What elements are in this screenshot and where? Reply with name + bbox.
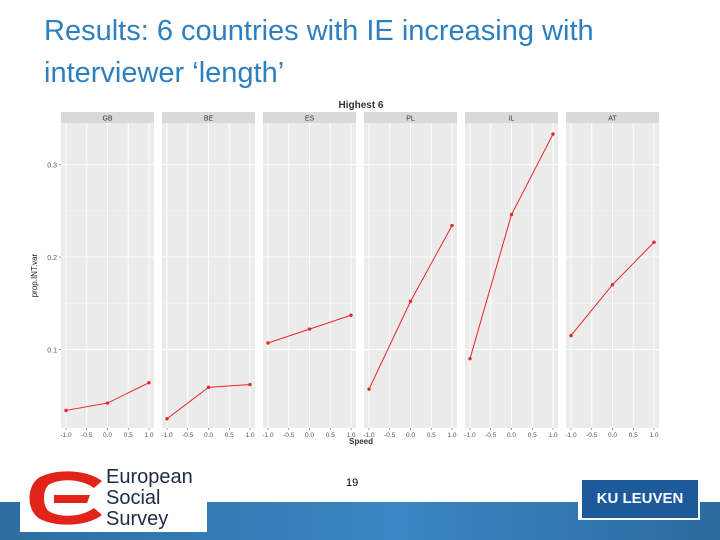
x-tick-label: 0.5 [124,432,133,439]
x-tick-label: 0.0 [204,432,213,439]
facet-strip [162,112,255,123]
x-tick-label: 1.0 [346,432,355,439]
facet-label: BE [204,116,214,123]
y-tick-label: 0.1 [47,347,57,354]
data-point [652,240,656,244]
page-number: 19 [346,477,359,489]
slide-title: Results: 6 countries with IE increasing … [44,15,594,89]
x-tick-label: 0.5 [326,432,335,439]
facet-strip [364,112,457,123]
facet-label: GB [102,116,112,123]
data-point [569,333,573,338]
ess-logo-line-2: Social [106,487,161,509]
facet-strip [263,112,356,123]
x-tick-label: 0.5 [629,432,638,439]
data-point [468,356,472,361]
facet-label: IL [509,116,515,123]
x-tick-label: -1.0 [464,432,476,439]
facet-strip [566,112,659,123]
facet-label: ES [305,116,315,123]
data-point [147,381,151,385]
x-axis-label: Speed [349,437,373,446]
x-tick-label: -0.5 [485,432,497,439]
facet-label: PL [406,116,415,123]
data-point [206,385,211,390]
facet-strip [61,112,154,123]
ess-emblem-icon [29,471,102,525]
data-point [551,132,555,136]
ku-leuven-logo: KU LEUVEN [578,476,700,520]
data-point [367,387,371,391]
x-tick-label: 1.0 [144,432,153,439]
data-point [307,327,312,331]
x-tick-label: -0.5 [384,432,396,439]
x-tick-label: 1.0 [548,432,557,439]
data-point [349,313,353,317]
x-tick-label: 0.0 [608,432,617,439]
x-tick-label: -1.0 [161,432,173,439]
x-tick-label: 0.0 [103,432,112,439]
chart-title: Highest 6 [338,100,383,111]
x-tick-label: 0.5 [427,432,436,439]
y-axis-label: prop.INT.var [30,253,39,297]
x-tick-label: -1.0 [262,432,274,439]
faceted-line-chart: Highest 6 prop.INT.var 0.1 0.2 0.3 GB -1.0 -0.5… [30,100,659,446]
ku-leuven-label: KU LEUVEN [582,480,698,518]
y-tick-label: 0.2 [47,255,57,262]
y-tick-label: 0.3 [47,163,57,170]
x-tick-label: 0.0 [507,432,516,439]
data-point [266,341,270,345]
x-tick-label: 1.0 [245,432,254,439]
x-tick-label: -0.5 [283,432,295,439]
data-point [105,401,110,405]
data-point [64,408,68,413]
data-point [610,283,615,287]
data-point [248,382,252,387]
x-tick-label: -1.0 [565,432,577,439]
x-tick-label: 1.0 [649,432,658,439]
ess-logo: European Social Survey [20,464,207,532]
data-point [509,212,514,217]
x-tick-label: -0.5 [182,432,194,439]
data-point [450,223,454,228]
x-tick-label: 0.0 [406,432,415,439]
ess-logo-line-3: Survey [106,508,169,530]
data-point [408,299,413,304]
facet-label: AT [608,116,617,123]
chart-area: Highest 6 prop.INT.var 0.1 0.2 0.3 GB -1.0 -0.5… [25,96,670,451]
x-tick-label: -1.0 [60,432,72,439]
x-tick-label: 0.5 [225,432,234,439]
x-tick-label: 0.5 [528,432,537,439]
ess-logo-line-1: European [106,466,193,488]
x-tick-label: -1.0 [363,432,375,439]
x-tick-label: -0.5 [81,432,93,439]
x-tick-label: 0.0 [305,432,314,439]
facet-strip [465,112,558,123]
data-point [165,417,169,421]
x-tick-label: -0.5 [586,432,598,439]
x-tick-label: 1.0 [447,432,456,439]
